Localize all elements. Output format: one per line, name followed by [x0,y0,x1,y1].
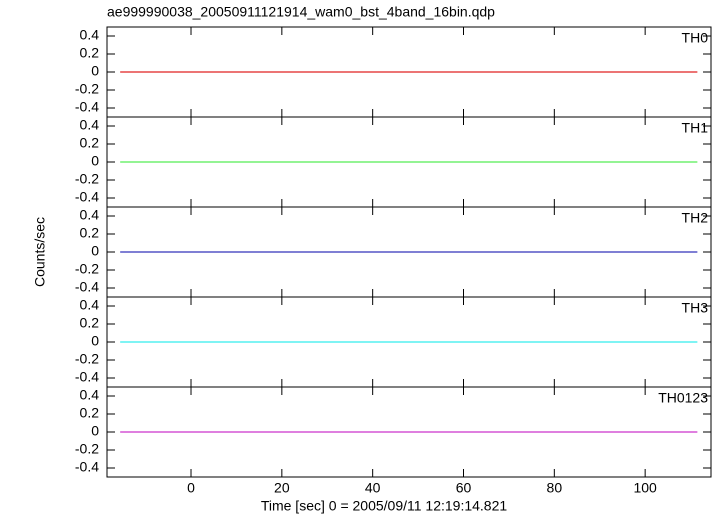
y-tick-label: -0.4 [75,189,99,205]
y-tick-label: -0.2 [75,81,99,97]
y-tick-label: 0.4 [80,387,100,403]
panel-label: TH0 [682,30,709,46]
x-tick-label: 20 [274,480,290,496]
y-tick-label: -0.4 [75,369,99,385]
y-tick-label: 0.4 [80,207,100,223]
y-tick-label: 0.2 [80,405,100,421]
y-tick-label: -0.2 [75,261,99,277]
x-tick-label: 60 [456,480,472,496]
y-tick-label: 0.2 [80,135,100,151]
y-tick-label: -0.2 [75,441,99,457]
x-tick-label: 40 [365,480,381,496]
y-tick-label: 0.4 [80,27,100,43]
x-tick-label: 80 [547,480,563,496]
x-tick-label: 0 [187,480,195,496]
x-tick-label: 100 [633,480,657,496]
y-tick-label: 0.4 [80,297,100,313]
y-tick-label: 0.2 [80,315,100,331]
y-tick-label: 0 [91,63,99,79]
panel-label: TH0123 [658,390,708,406]
panel-label: TH3 [682,300,709,316]
y-tick-label: -0.4 [75,459,99,475]
y-tick-label: -0.2 [75,171,99,187]
y-tick-label: 0 [91,423,99,439]
y-tick-label: 0 [91,153,99,169]
y-tick-label: 0.4 [80,117,100,133]
x-axis-title: Time [sec] 0 = 2005/09/11 12:19:14.821 [261,498,508,514]
y-tick-label: 0.2 [80,45,100,61]
panel-label: TH2 [682,210,709,226]
y-axis-title: Counts/sec [32,217,48,287]
y-tick-label: 0 [91,243,99,259]
y-tick-label: 0 [91,333,99,349]
chart-title: ae999990038_20050911121914_wam0_bst_4ban… [107,4,495,20]
panel-label: TH1 [682,120,709,136]
y-tick-label: 0.2 [80,225,100,241]
y-tick-label: -0.4 [75,279,99,295]
y-tick-label: -0.4 [75,99,99,115]
y-tick-label: -0.2 [75,351,99,367]
